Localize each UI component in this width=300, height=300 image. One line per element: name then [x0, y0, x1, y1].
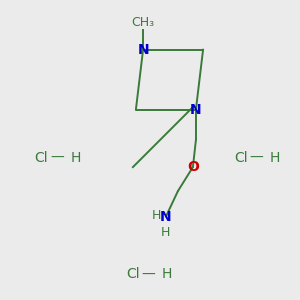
Text: H: H [270, 151, 280, 164]
Text: —: — [250, 151, 263, 164]
Text: H: H [162, 268, 172, 281]
Text: —: — [50, 151, 64, 164]
Text: N: N [190, 103, 202, 116]
Text: H: H [70, 151, 81, 164]
Text: N: N [137, 43, 149, 56]
Text: Cl: Cl [126, 268, 140, 281]
Text: Cl: Cl [34, 151, 48, 164]
Text: CH₃: CH₃ [131, 16, 155, 28]
Text: —: — [142, 268, 155, 281]
Text: H: H [152, 208, 161, 222]
Text: O: O [187, 160, 199, 174]
Text: H: H [161, 226, 171, 238]
Text: Cl: Cl [234, 151, 247, 164]
Text: N: N [160, 210, 172, 224]
